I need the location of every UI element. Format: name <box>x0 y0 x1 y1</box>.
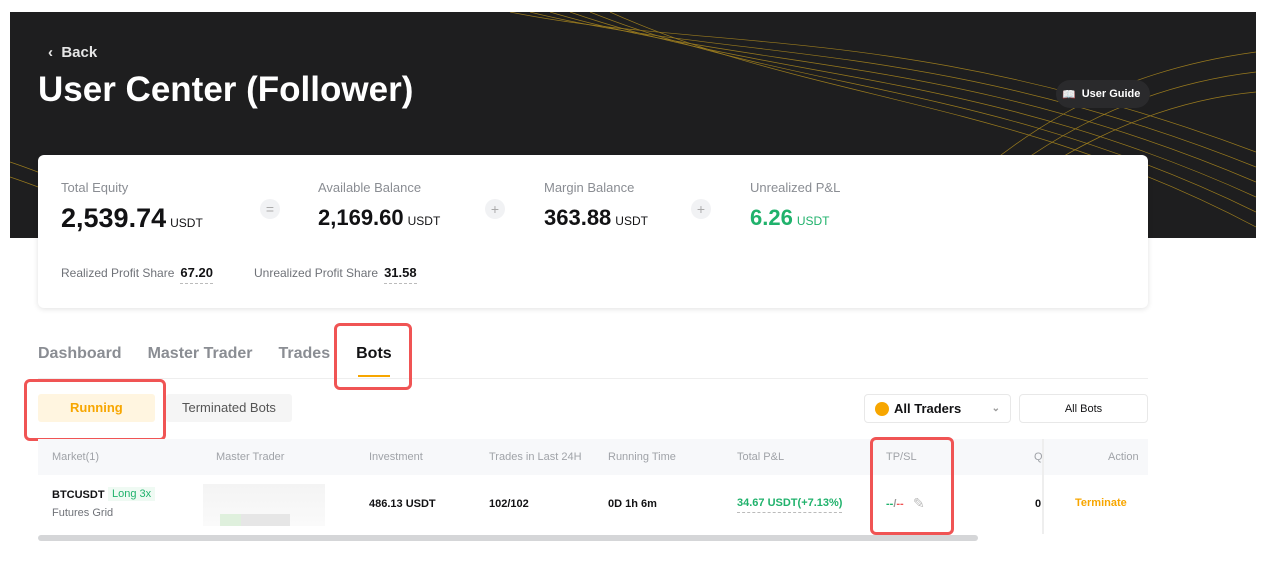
unrealized-pnl: Unrealized P&L 6.26 USDT <box>750 180 840 231</box>
bots-select[interactable]: All Bots <box>1019 394 1148 423</box>
unrealized-profit-share: Unrealized Profit Share 31.58 <box>254 265 417 284</box>
total-equity: Total Equity 2,539.74 USDT <box>61 180 203 234</box>
separator: / <box>893 498 897 510</box>
subtab-running[interactable]: Running <box>38 394 155 422</box>
symbol: BTCUSDT <box>52 489 105 501</box>
highlight-box <box>334 323 412 390</box>
master-trader-avatar-blurred <box>203 484 325 526</box>
col-running-time: Running Time <box>608 451 676 463</box>
traders-select[interactable]: All Traders ⌄ <box>864 394 1011 423</box>
terminate-button[interactable]: Terminate <box>1075 497 1127 509</box>
horizontal-scrollbar[interactable] <box>38 535 978 541</box>
tpsl-value: --/-- <box>886 498 904 510</box>
label: Total Equity <box>61 180 129 195</box>
available-balance: Available Balance 2,169.60 USDT <box>318 180 440 231</box>
bots-value: All Bots <box>1064 402 1103 415</box>
investment: 486.13 USDT <box>369 498 436 510</box>
realized-profit-share: Realized Profit Share 67.20 <box>61 265 213 284</box>
traders-value: All Traders <box>894 401 962 416</box>
unit: USDT <box>407 214 441 228</box>
subtab-terminated-bots[interactable]: Terminated Bots <box>166 394 292 422</box>
label: Unrealized P&L <box>750 180 841 195</box>
col-master-trader: Master Trader <box>216 451 285 463</box>
value[interactable]: 67.20 <box>180 265 213 284</box>
label: Realized Profit Share <box>61 266 175 280</box>
chevron-down-icon: ⌄ <box>991 403 1000 414</box>
tab-master-trader[interactable]: Master Trader <box>147 345 253 362</box>
col-investment: Investment <box>369 451 423 463</box>
unit: USDT <box>170 216 203 230</box>
user-guide-label: User Guide <box>1081 88 1141 100</box>
plus-icon: + <box>691 199 711 219</box>
back-button[interactable]: ‹ Back <box>48 44 98 61</box>
value: 6.26 <box>750 205 793 230</box>
label: Margin Balance <box>544 180 635 195</box>
highlight-box <box>24 379 166 441</box>
value: 363.88 <box>544 205 612 230</box>
divider <box>38 378 1148 379</box>
q-value: 0 <box>1035 498 1042 510</box>
col-q: Q <box>1034 451 1043 463</box>
col-market: Market(1) <box>52 451 100 463</box>
col-action: Action <box>1108 451 1139 463</box>
running-time: 0D 1h 6m <box>608 498 657 510</box>
unit: USDT <box>796 214 830 228</box>
main-tabs: Dashboard Master Trader Trades Bots <box>38 345 392 377</box>
table-header: Market(1) Master Trader Investment Trade… <box>38 439 1148 475</box>
margin-balance: Margin Balance 363.88 USDT <box>544 180 648 231</box>
equals-icon: = <box>260 199 280 219</box>
fixed-column-shadow <box>1042 439 1044 534</box>
back-label: Back <box>61 44 98 61</box>
tab-bots[interactable]: Bots <box>356 345 392 377</box>
bot-type: Futures Grid <box>52 507 114 519</box>
value: 2,169.60 <box>318 205 404 230</box>
tp: -- <box>886 498 894 510</box>
value: 2,539.74 <box>61 203 167 233</box>
highlight-box <box>870 437 954 535</box>
plus-icon: + <box>485 199 505 219</box>
col-trades: Trades in Last 24H <box>489 451 582 463</box>
traders-icon <box>875 401 889 416</box>
unit: USDT <box>615 214 648 228</box>
leverage-tag: Long 3x <box>108 487 156 501</box>
label: Unrealized Profit Share <box>254 266 379 280</box>
page-title: User Center (Follower) <box>38 70 414 109</box>
book-icon: 📖 <box>1062 88 1076 101</box>
col-tpsl: TP/SL <box>886 451 917 463</box>
tab-dashboard[interactable]: Dashboard <box>38 345 122 362</box>
value[interactable]: 31.58 <box>384 265 417 284</box>
summary-card: Total Equity 2,539.74 USDT = Available Bal… <box>38 155 1148 308</box>
edit-icon[interactable]: ✎ <box>913 495 925 511</box>
total-pnl[interactable]: 34.67 USDT(+7.13%) <box>737 497 843 513</box>
tab-trades[interactable]: Trades <box>278 345 331 362</box>
user-guide-button[interactable]: 📖 User Guide <box>1056 80 1151 108</box>
label: Available Balance <box>318 180 422 195</box>
col-total-pnl: Total P&L <box>737 451 785 463</box>
sl: -- <box>896 498 904 510</box>
trades: 102/102 <box>489 498 529 510</box>
